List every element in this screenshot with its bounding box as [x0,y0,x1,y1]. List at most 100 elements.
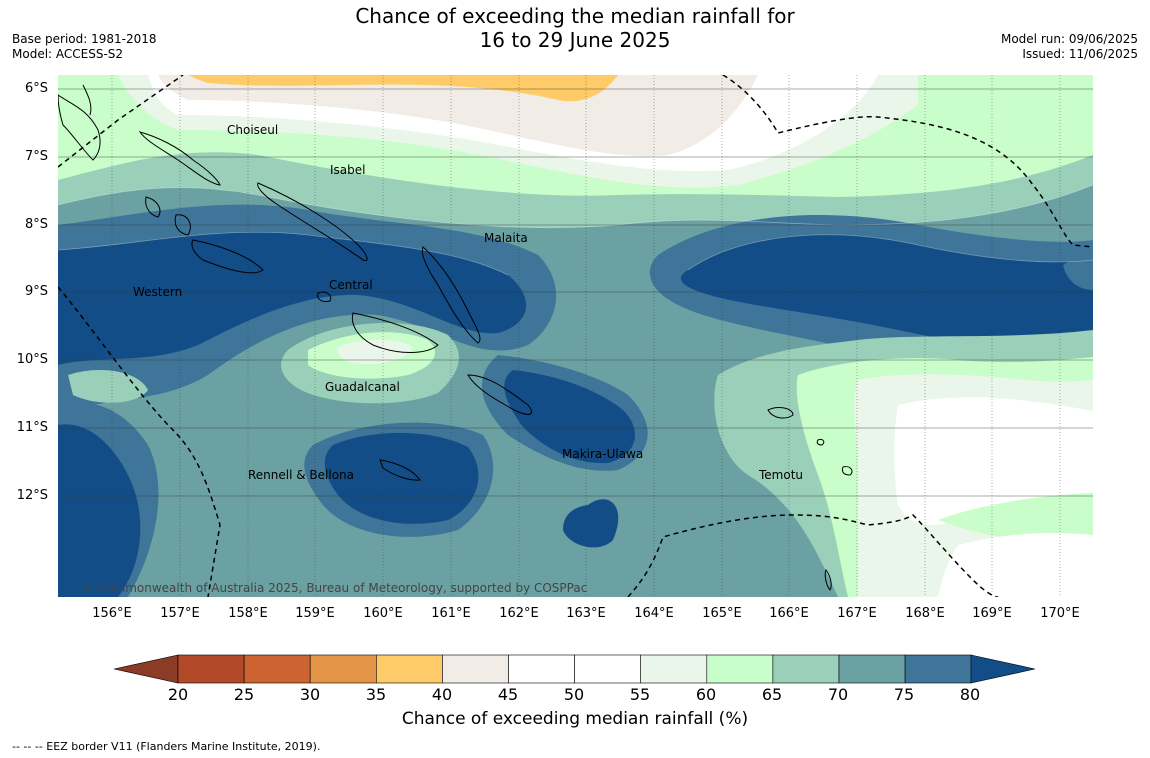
contour-lines [58,184,1093,276]
colorbar-tick-label: 75 [893,685,915,704]
tikopia-island [816,439,825,446]
contour-above-80-south [563,499,619,548]
lat-label: 6°S [24,81,48,96]
colorbar-cell-45-50 [508,654,575,684]
colorbar-cell-70-75 [838,654,906,684]
colorbar-cell-35-40 [375,654,443,684]
lon-label: 168°E [905,606,945,621]
lon-label: 161°E [431,606,471,621]
contour-50-55-southeast [938,533,1093,597]
place-label-malaita: Malaita [484,231,528,245]
contour-35-40-north [188,75,618,102]
base-period-text: Base period: 1981-2018 [12,32,157,46]
model-run-text: Model run: 09/06/2025 [1000,32,1138,46]
colorbar-tick-label: 35 [365,685,387,704]
malaita-island [421,246,481,344]
lat-label: 9°S [24,284,48,299]
lat-label: 8°S [24,217,48,232]
chart-title-line-2: 16 to 29 June 2025 [479,28,671,52]
lon-label: 170°E [1040,606,1080,621]
colorbar-cell-50-55 [574,654,642,684]
contour-55-60-guadalcanal [337,339,413,365]
lon-label: 164°E [634,606,674,621]
colorbar-tick-label: 50 [563,685,585,704]
colorbar-title: Chance of exceeding median rainfall (%) [401,709,749,729]
new-georgia-island [191,239,264,274]
contour-above-80-rennell [324,432,479,524]
anuta-island [841,466,853,476]
colorbar-cell-40-45 [442,654,509,684]
lon-label: 169°E [972,606,1012,621]
contour-above-80-west [58,232,527,365]
colorbar-cell-25-30 [243,654,311,684]
place-label-western: Western [133,285,183,299]
bougainville-island [58,94,101,161]
latitude-lines [58,88,1093,497]
colorbar-extend-high [970,654,1036,684]
model-text: Model: ACCESS-S2 [12,47,124,61]
makira-island [467,374,532,415]
place-label-isabel: Isabel [330,163,366,177]
rennell-island [379,459,421,481]
map-canvas [58,75,1093,597]
colorbar-tick-label: 65 [761,685,783,704]
lat-label: 12°S [16,488,48,503]
lat-label: 7°S [24,149,48,164]
colorbar-extend-low [113,654,179,684]
colorbar-cell-55-60 [640,654,708,684]
place-label-guadalcanal: Guadalcanal [325,380,400,394]
lon-label: 166°E [769,606,809,621]
lon-label: 167°E [837,606,877,621]
place-label-makira-ulawa: Makira-Ulawa [562,447,644,461]
colorbar-cell-30-35 [309,654,377,684]
contour-above-80-makira [504,370,635,464]
florida-islands [317,291,332,302]
colorbar-tick-label: 80 [959,685,981,704]
lon-label: 156°E [92,606,132,621]
lon-label: 157°E [160,606,200,621]
isabel-island [257,182,368,262]
lon-label: 163°E [566,606,606,621]
chart-title-line-1: Chance of exceeding the median rainfall … [355,4,795,28]
colorbar-tick-label: 55 [629,685,651,704]
copyright-notice: © Commonwealth of Australia 2025, Bureau… [82,581,588,595]
issued-text: Issued: 11/06/2025 [1022,47,1138,61]
lon-label: 162°E [499,606,539,621]
place-label-rennell-bellona: Rennell & Bellona [248,468,355,482]
lon-label: 159°E [295,606,335,621]
colorbar-tick-label: 25 [233,685,255,704]
lat-label: 10°S [16,352,48,367]
guadalcanal-island [351,312,439,353]
lon-label: 158°E [228,606,268,621]
choiseul-island [138,131,221,186]
kolombangara-island [174,214,191,236]
santa-cruz-island [767,407,794,419]
contour-60-65-east-patch [938,493,1093,545]
vella-lavella-island [145,196,161,218]
colorbar-tick-label: 20 [167,685,189,704]
colorbar-cell-20-25 [177,654,245,684]
place-label-temotu: Temotu [759,468,804,482]
colorbar-tick-label: 30 [299,685,321,704]
lon-label: 160°E [363,606,403,621]
colorbar [113,654,1036,684]
contour-75-80-east-edge [1063,253,1093,290]
place-label-choiseul: Choiseul [227,123,279,137]
rainfall-map [58,75,1093,597]
colorbar-tick-label: 60 [695,685,717,704]
colorbar-cells [177,654,972,684]
place-label-central: Central [329,278,373,292]
contour-50-55-east [894,397,1093,525]
lat-label: 11°S [16,420,48,435]
contour-40-45-north [158,75,758,156]
contour-above-80-southwest [58,424,141,597]
colorbar-cell-75-80 [904,654,972,684]
coastlines [58,84,853,591]
contour-65-70-west-patch [68,370,148,403]
eez-footnote: -- -- -- EEZ border V11 (Flanders Marine… [12,740,321,753]
colorbar-cell-65-70 [772,654,840,684]
eez-border [58,75,1093,597]
southern-islet [824,569,832,591]
contour-above-80-east [680,234,1093,351]
colorbar-tick-label: 45 [497,685,519,704]
